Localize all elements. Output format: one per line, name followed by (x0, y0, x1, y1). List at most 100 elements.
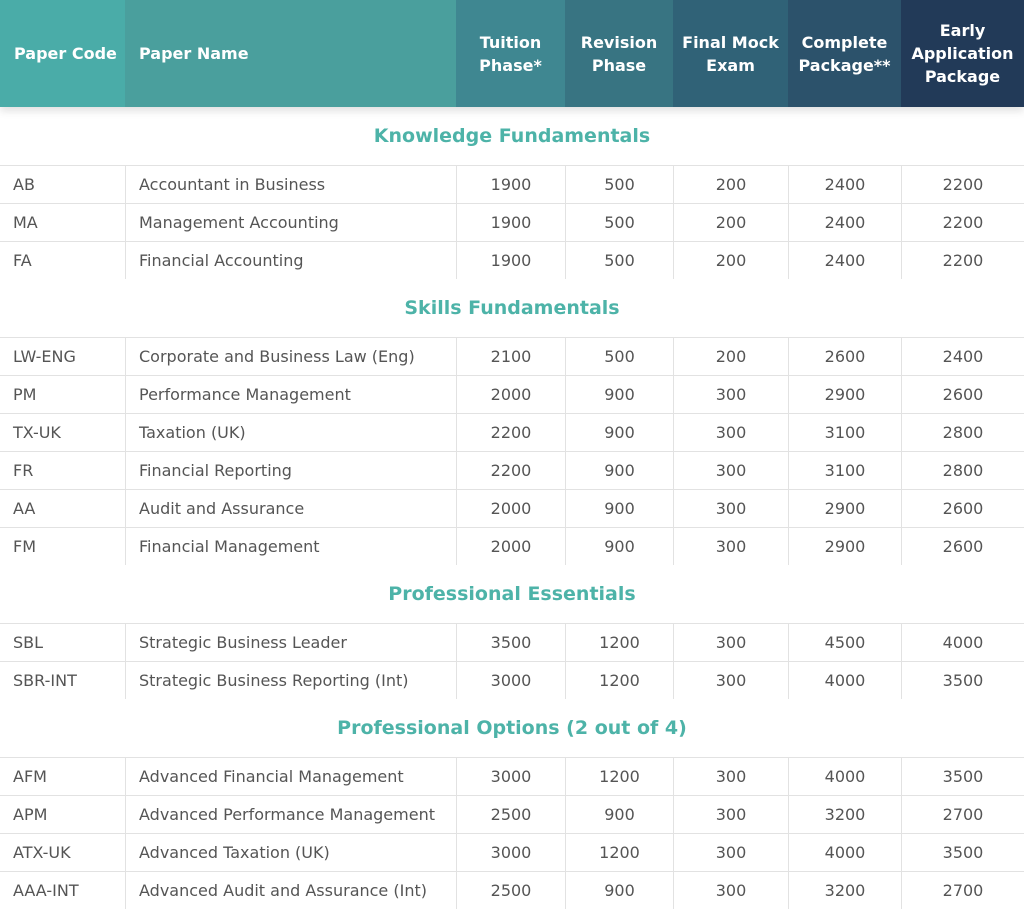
price-cell: 2600 (901, 490, 1024, 527)
price-cell: 2600 (901, 376, 1024, 413)
section-title: Professional Essentials (388, 583, 636, 605)
paper-name: Management Accounting (125, 204, 456, 241)
price-cell: 3500 (901, 662, 1024, 699)
paper-name: Accountant in Business (125, 166, 456, 203)
paper-name: Taxation (UK) (125, 414, 456, 451)
price-cell: 2200 (901, 242, 1024, 279)
price-cell: 300 (673, 624, 788, 661)
column-header: Tuition Phase* (456, 0, 565, 107)
price-cell: 2500 (456, 872, 565, 909)
price-cell: 4500 (788, 624, 901, 661)
price-cell: 2600 (788, 338, 901, 375)
section-title: Skills Fundamentals (404, 297, 620, 319)
price-cell: 2800 (901, 414, 1024, 451)
section-title: Professional Options (2 out of 4) (337, 717, 687, 739)
paper-name: Financial Reporting (125, 452, 456, 489)
table-row: FM Financial Management 2000 900 300 2900 2600 (0, 527, 1024, 565)
price-cell: 1200 (565, 758, 673, 795)
price-cell: 3500 (456, 624, 565, 661)
paper-code: AAA-INT (13, 881, 79, 900)
price-cell: 3200 (788, 872, 901, 909)
price-cell: 300 (673, 414, 788, 451)
price-cell: 900 (565, 452, 673, 489)
price-cell: 200 (673, 166, 788, 203)
table-row: AFM Advanced Financial Management 3000 1200… (0, 757, 1024, 795)
price-cell: 900 (565, 490, 673, 527)
price-cell: 200 (673, 242, 788, 279)
table-row: AA Audit and Assurance 2000 900 300 2900 2600 (0, 489, 1024, 527)
price-cell: 2400 (788, 204, 901, 241)
column-header: Revision Phase (565, 0, 673, 107)
price-cell: 4000 (901, 624, 1024, 661)
table-row: SBR-INT Strategic Business Reporting (Int… (0, 661, 1024, 699)
price-cell: 3500 (901, 758, 1024, 795)
price-cell: 2900 (788, 376, 901, 413)
price-cell: 2200 (901, 166, 1024, 203)
table-header: Paper Code Paper Name Tuition Phase* Revisi… (0, 0, 1024, 107)
column-header: Complete Package** (788, 0, 901, 107)
paper-code: LW-ENG (13, 347, 76, 366)
paper-code: AFM (13, 767, 47, 786)
price-cell: 2200 (901, 204, 1024, 241)
paper-code: APM (13, 805, 48, 824)
price-cell: 300 (673, 528, 788, 565)
price-cell: 500 (565, 338, 673, 375)
price-cell: 300 (673, 376, 788, 413)
column-header: Final Mock Exam (673, 0, 788, 107)
price-cell: 900 (565, 376, 673, 413)
price-cell: 2600 (901, 528, 1024, 565)
price-cell: 3100 (788, 452, 901, 489)
price-cell: 300 (673, 872, 788, 909)
price-cell: 3500 (901, 834, 1024, 871)
price-cell: 2900 (788, 528, 901, 565)
price-cell: 2000 (456, 376, 565, 413)
price-cell: 2400 (788, 166, 901, 203)
paper-code: FM (13, 537, 37, 556)
paper-code: FR (13, 461, 34, 480)
table-row: PM Performance Management 2000 900 300 2900 26… (0, 375, 1024, 413)
price-cell: 300 (673, 452, 788, 489)
table-row: SBL Strategic Business Leader 3500 1200 300 4… (0, 623, 1024, 661)
price-cell: 2800 (901, 452, 1024, 489)
table-row: MA Management Accounting 1900 500 200 2400 220… (0, 203, 1024, 241)
price-cell: 900 (565, 528, 673, 565)
table-row: AAA-INT Advanced Audit and Assurance (Int… (0, 871, 1024, 909)
price-cell: 1200 (565, 624, 673, 661)
price-cell: 900 (565, 872, 673, 909)
price-cell: 4000 (788, 662, 901, 699)
price-cell: 200 (673, 204, 788, 241)
paper-name: Audit and Assurance (125, 490, 456, 527)
price-cell: 300 (673, 758, 788, 795)
price-cell: 4000 (788, 834, 901, 871)
paper-name: Strategic Business Reporting (Int) (125, 662, 456, 699)
price-cell: 1900 (456, 242, 565, 279)
price-cell: 2200 (456, 414, 565, 451)
price-cell: 4000 (788, 758, 901, 795)
section-title: Knowledge Fundamentals (373, 125, 651, 147)
price-cell: 3100 (788, 414, 901, 451)
price-cell: 2900 (788, 490, 901, 527)
paper-name: Financial Accounting (125, 242, 456, 279)
price-cell: 2700 (901, 796, 1024, 833)
paper-name: Corporate and Business Law (Eng) (125, 338, 456, 375)
price-cell: 3000 (456, 758, 565, 795)
price-cell: 300 (673, 490, 788, 527)
price-cell: 2500 (456, 796, 565, 833)
column-header: Paper Code (0, 0, 125, 107)
price-cell: 900 (565, 796, 673, 833)
table-row: LW-ENG Corporate and Business Law (Eng) 21… (0, 337, 1024, 375)
column-header: Paper Name (125, 0, 456, 107)
paper-code: TX-UK (13, 423, 61, 442)
price-cell: 300 (673, 834, 788, 871)
table-row: FR Financial Reporting 2200 900 300 3100 2800 (0, 451, 1024, 489)
price-cell: 2400 (788, 242, 901, 279)
table-row: AB Accountant in Business 1900 500 200 2400 22… (0, 165, 1024, 203)
paper-name: Advanced Financial Management (125, 758, 456, 795)
paper-name: Strategic Business Leader (125, 624, 456, 661)
table-row: APM Advanced Performance Management 2500 90… (0, 795, 1024, 833)
price-cell: 1900 (456, 204, 565, 241)
price-cell: 2200 (456, 452, 565, 489)
price-cell: 300 (673, 662, 788, 699)
